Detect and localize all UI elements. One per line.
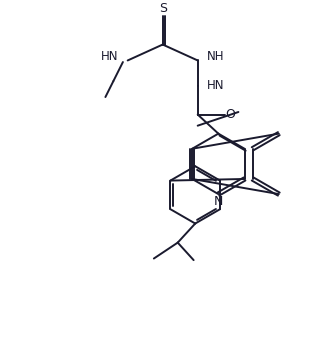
Text: N: N (214, 195, 223, 208)
Text: NH: NH (207, 50, 224, 63)
Text: HN: HN (207, 79, 224, 92)
Text: O: O (226, 108, 235, 121)
Text: HN: HN (101, 50, 119, 63)
Text: S: S (159, 2, 167, 15)
